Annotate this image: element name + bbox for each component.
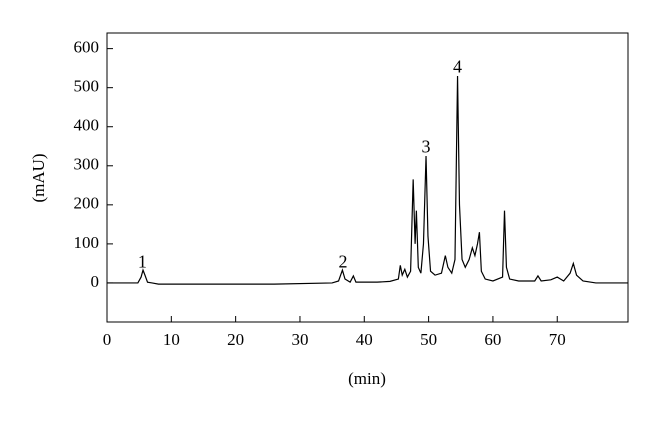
x-tick-label: 60 bbox=[484, 330, 501, 349]
x-tick-label: 70 bbox=[549, 330, 566, 349]
x-tick-label: 10 bbox=[163, 330, 180, 349]
y-tick-label: 100 bbox=[74, 233, 100, 252]
plot-frame bbox=[106, 32, 629, 323]
peak-label: 1 bbox=[138, 252, 147, 272]
y-tick-label: 500 bbox=[74, 77, 100, 96]
y-tick-label: 600 bbox=[74, 38, 100, 57]
y-tick-label: 0 bbox=[91, 272, 100, 291]
x-tick-label: 0 bbox=[103, 330, 112, 349]
y-tick-label: 200 bbox=[74, 194, 100, 213]
chromatogram-line bbox=[107, 75, 628, 285]
y-tick-label: 400 bbox=[74, 116, 100, 135]
x-tick-label: 30 bbox=[291, 330, 308, 349]
x-tick-label: 50 bbox=[420, 330, 437, 349]
peak-label: 2 bbox=[339, 252, 348, 272]
peak-label: 3 bbox=[422, 136, 431, 156]
x-tick-label: 40 bbox=[356, 330, 373, 349]
peak-label: 4 bbox=[453, 56, 462, 76]
x-tick-label: 20 bbox=[227, 330, 244, 349]
y-axis-label: (mAU) bbox=[29, 153, 48, 202]
y-tick-label: 300 bbox=[74, 155, 100, 174]
x-axis-label: (min) bbox=[348, 369, 386, 388]
